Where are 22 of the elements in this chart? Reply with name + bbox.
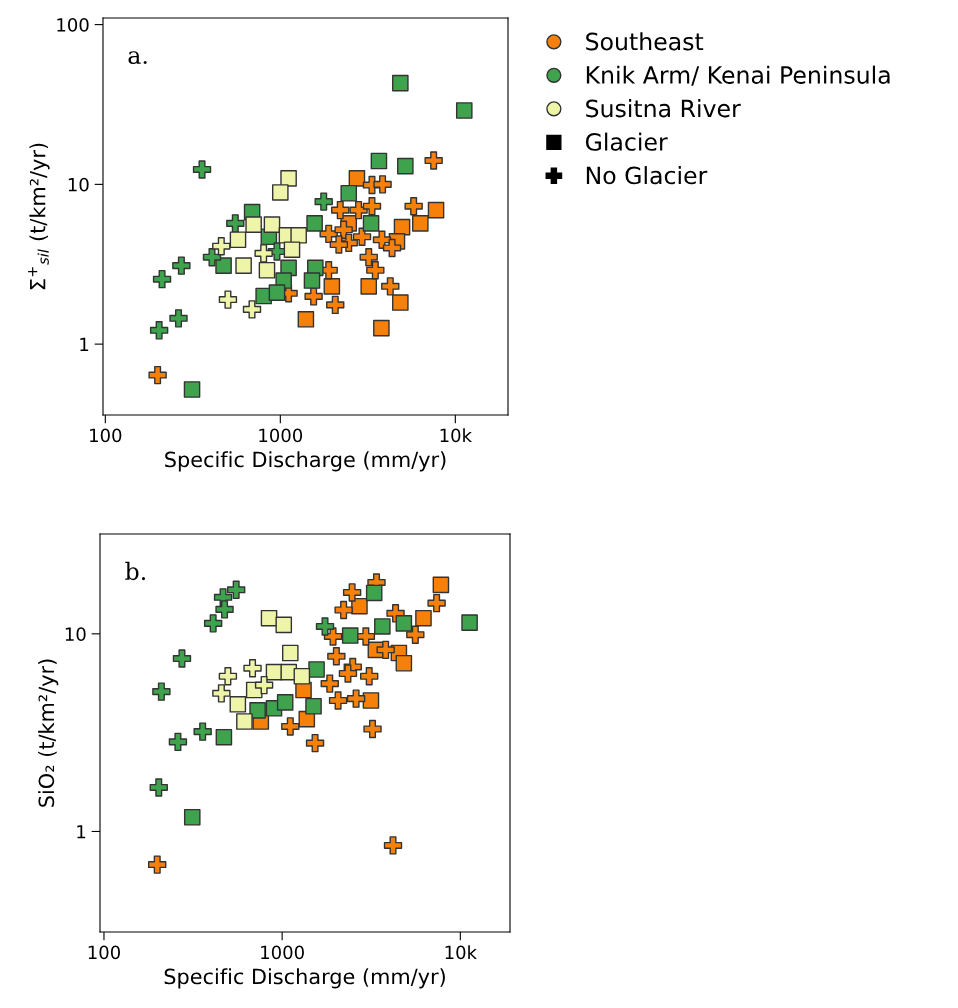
legend-label: Southeast: [586, 32, 704, 51]
x-tick-label: 1000: [261, 945, 304, 960]
y-tick-label: 100: [57, 18, 89, 32]
annotation: b.: [125, 561, 145, 581]
legend-label: Glacier: [585, 132, 668, 151]
y-axis-title: SiO₂ (t/km²/yr): [38, 659, 59, 807]
legend-label: Knik Arm/ Kenai Peninsula: [586, 65, 890, 86]
legend-label: Susitna River: [586, 99, 741, 118]
legend-label: No Glacier: [586, 166, 708, 185]
y-tick-label: 10: [65, 627, 86, 641]
y-tick-label: 1: [80, 337, 89, 351]
x-tick-label: 100: [90, 428, 122, 443]
x-axis-title: Specific Discharge (mm/yr): [164, 968, 445, 989]
x-tick-label: 10k: [445, 945, 477, 960]
x-axis-title: Specific Discharge (mm/yr): [165, 451, 446, 472]
x-tick-label: 10k: [440, 428, 472, 443]
annotation: a.: [128, 51, 147, 65]
x-tick-label: 1000: [259, 428, 303, 443]
x-tick-label: 100: [88, 945, 120, 960]
y-tick-label: 1: [77, 825, 86, 839]
y-axis-title: Σ$^{+}$$_{sil}$ (t/km²/yr): [28, 143, 50, 290]
y-tick-label: 10: [68, 177, 89, 192]
